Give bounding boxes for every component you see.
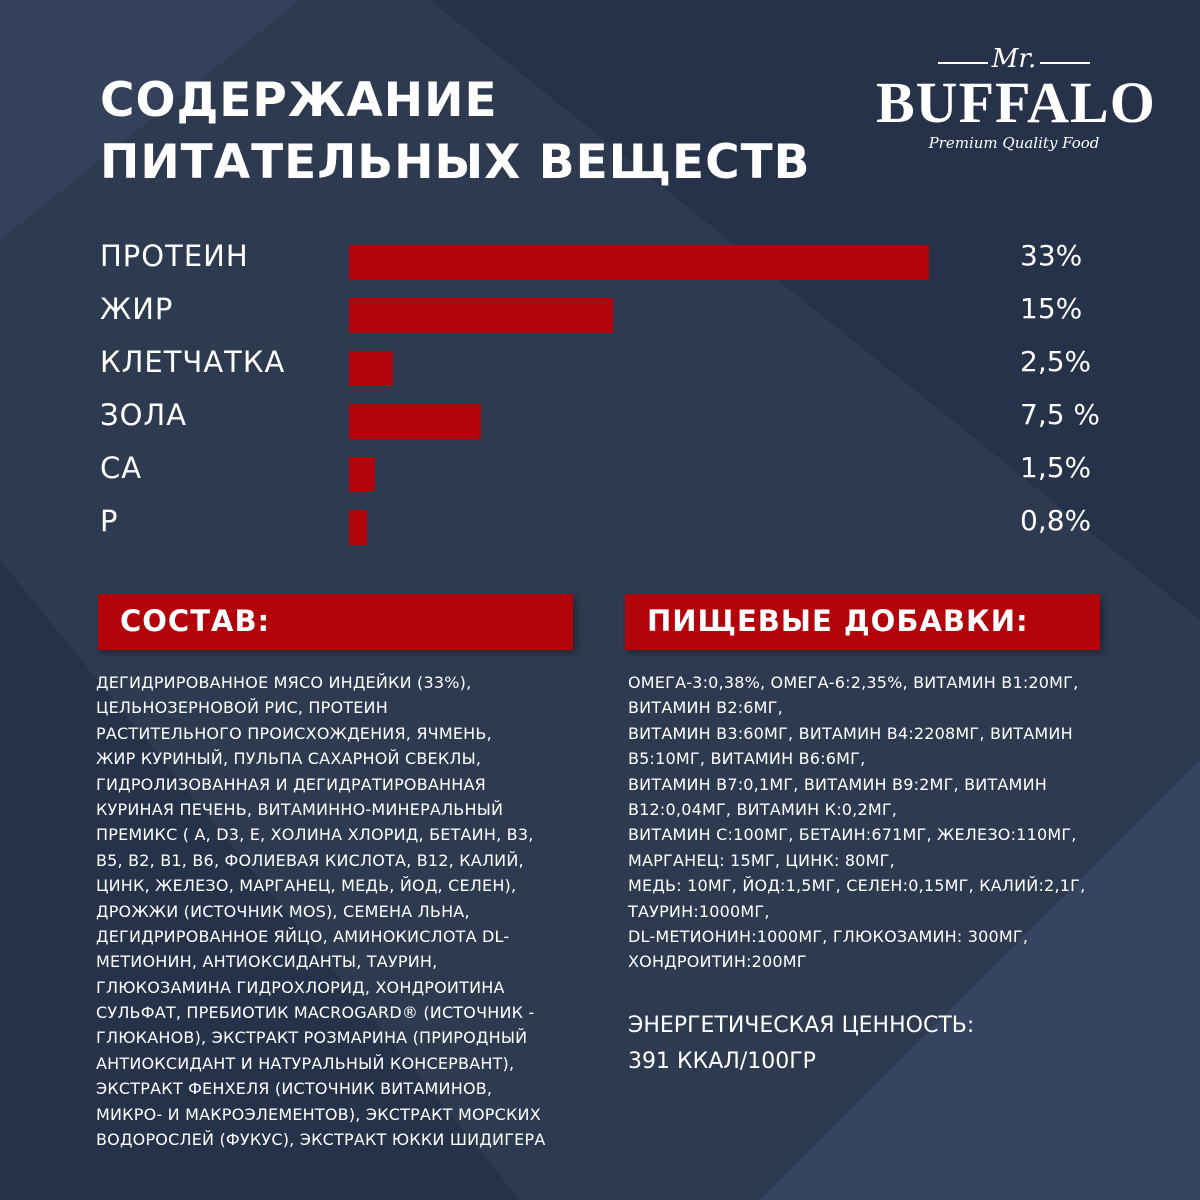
additives-line: B12:0,04МГ, ВИТАМИН К:0,2МГ,: [628, 799, 898, 819]
composition-line: ГЛЮКОЗАМИНА ГИДРОХЛОРИД, ХОНДРОИТИНА: [96, 977, 505, 997]
nutrient-bar: [349, 510, 367, 545]
additives-line: ВИТАМИН С:100МГ, БЕТАИН:671МГ, ЖЕЛЕЗО:11…: [628, 825, 1077, 845]
nutrient-row: ЗОЛА 7,5 %: [0, 392, 1200, 445]
nutrient-row: ПРОТЕИН 33%: [0, 233, 1200, 286]
nutrient-label: ПРОТЕИН: [100, 239, 249, 273]
nutrient-value: 2,5%: [1020, 345, 1092, 378]
nutrient-bar: [349, 351, 393, 386]
composition-line: В5, В2, В1, В6, ФОЛИЕВАЯ КИСЛОТА, В12, К…: [96, 850, 524, 870]
brand-logo: Mr. BUFFALO Premium Quality Food: [876, 44, 1156, 159]
additives-text: ОМЕГА-3:0,38%, ОМЕГА-6:2,35%, ВИТАМИН B1…: [628, 670, 1148, 975]
composition-line: ЭКСТРАКТ ФЕНХЕЛЯ (ИСТОЧНИК ВИТАМИНОВ,: [96, 1079, 493, 1099]
title-line-2: ПИТАТЕЛЬНЫХ ВЕЩЕСТВ: [100, 135, 811, 190]
logo-rule-left: [938, 62, 988, 64]
page-title: СОДЕРЖАНИЕ ПИТАТЕЛЬНЫХ ВЕЩЕСТВ: [100, 70, 810, 194]
composition-line: ДЕГИДРИРОВАННОЕ ЯЙЦО, АМИНОКИСЛОТА DL-: [96, 926, 510, 946]
composition-header: СОСТАВ:: [98, 594, 573, 650]
composition-header-label: СОСТАВ:: [120, 604, 271, 638]
energy-value-block: ЭНЕРГЕТИЧЕСКАЯ ЦЕННОСТЬ: 391 ККАЛ/100ГР: [628, 1008, 974, 1080]
composition-line: ЖИР КУРИНЫЙ, ПУЛЬПА САХАРНОЙ СВЕКЛЫ,: [96, 749, 482, 769]
logo-script: Mr.: [991, 44, 1037, 74]
composition-line: ЦИНК, ЖЕЛЕЗО, МАРГАНЕЦ, МЕДЬ, ЙОД, СЕЛЕН…: [96, 876, 517, 896]
nutrient-row: ЖИР 15%: [0, 286, 1200, 339]
energy-value: 391 ККАЛ/100ГР: [628, 1049, 816, 1074]
composition-line: МЕТИОНИН, АНТИОКСИДАНТЫ, ТАУРИН,: [96, 952, 438, 972]
additives-line: B5:10МГ, ВИТАМИН B6:6МГ,: [628, 749, 866, 769]
additives-line: ХОНДРОИТИН:200МГ: [628, 952, 807, 972]
nutrient-label: ЖИР: [100, 292, 174, 326]
composition-line: ГЛЮКАНОВ), ЭКСТРАКТ РОЗМАРИНА (ПРИРОДНЫЙ: [96, 1028, 528, 1048]
composition-line: ГИДРОЛИЗОВАННАЯ И ДЕГИДРАТИРОВАННАЯ: [96, 774, 486, 794]
additives-line: ОМЕГА-3:0,38%, ОМЕГА-6:2,35%, ВИТАМИН B1…: [628, 673, 1079, 692]
nutrient-value: 1,5%: [1020, 451, 1092, 484]
composition-line: РАСТИТЕЛЬНОГО ПРОИСХОЖДЕНИЯ, ЯЧМЕНЬ,: [96, 723, 492, 743]
nutrient-bar: [349, 457, 376, 492]
nutrient-value: 15%: [1020, 292, 1083, 325]
composition-line: АНТИОКСИДАНТ И НАТУРАЛЬНЫЙ КОНСЕРВАНТ),: [96, 1053, 515, 1073]
composition-line: ДРОЖЖИ (ИСТОЧНИК MOS), СЕМЕНА ЛЬНА,: [96, 901, 470, 921]
composition-line: МИКРО- И МАКРОЭЛЕМЕНТОВ), ЭКСТРАКТ МОРСК…: [96, 1104, 541, 1124]
nutrient-bar: [349, 404, 481, 439]
composition-text: ДЕГИДРИРОВАННОЕ МЯСО ИНДЕЙКИ (33%), ЦЕЛЬН…: [96, 670, 596, 1152]
nutrient-label: КЛЕТЧАТКА: [100, 345, 286, 379]
nutrient-value: 0,8%: [1020, 504, 1092, 537]
logo-name: BUFFALO: [876, 70, 1156, 135]
energy-label: ЭНЕРГЕТИЧЕСКАЯ ЦЕННОСТЬ:: [628, 1013, 975, 1038]
additives-line: ВИТАМИН B3:60МГ, ВИТАМИН B4:2208МГ, ВИТА…: [628, 723, 1073, 743]
nutrient-label: ЗОЛА: [100, 398, 188, 432]
additives-header: ПИЩЕВЫЕ ДОБАВКИ:: [625, 594, 1100, 650]
nutrient-row: КЛЕТЧАТКА 2,5%: [0, 339, 1200, 392]
nutrient-label: СА: [100, 451, 143, 485]
nutrient-chart: ПРОТЕИН 33% ЖИР 15% КЛЕТЧАТКА 2,5% ЗОЛА 7,5 % СА…: [0, 233, 1200, 551]
nutrient-row: СА 1,5%: [0, 445, 1200, 498]
additives-line: ВИТАМИН B7:0,1МГ, ВИТАМИН B9:2МГ, ВИТАМИ…: [628, 774, 1047, 794]
nutrient-row: Р 0,8%: [0, 498, 1200, 551]
additives-line: DL-МЕТИОНИН:1000МГ, ГЛЮКОЗАМИН: 300МГ,: [628, 926, 1029, 946]
nutrient-value: 7,5 %: [1020, 398, 1101, 431]
additives-line: МАРГАНЕЦ: 15МГ, ЦИНК: 80МГ,: [628, 850, 895, 870]
title-line-1: СОДЕРЖАНИЕ: [100, 73, 498, 128]
additives-header-label: ПИЩЕВЫЕ ДОБАВКИ:: [647, 604, 1029, 638]
additives-line: МЕДЬ: 10МГ, ЙОД:1,5МГ, СЕЛЕН:0,15МГ, КАЛ…: [628, 876, 1086, 896]
additives-line: ВИТАМИН B2:6МГ,: [628, 698, 783, 718]
composition-line: КУРИНАЯ ПЕЧЕНЬ, ВИТАМИННО-МИНЕРАЛЬНЫЙ: [96, 799, 504, 819]
nutrient-bar: [349, 245, 929, 280]
composition-line: ВОДОРОСЛЕЙ (ФУКУС), ЭКСТРАКТ ЮККИ ШИДИГЕ…: [96, 1130, 546, 1150]
composition-line: СУЛЬФАТ, ПРЕБИОТИК MACROGARD® (ИСТОЧНИК …: [96, 1003, 535, 1023]
logo-rule-right: [1040, 62, 1090, 64]
nutrient-value: 33%: [1020, 239, 1083, 272]
additives-line: ТАУРИН:1000МГ,: [628, 901, 770, 921]
composition-line: ДЕГИДРИРОВАННОЕ МЯСО ИНДЕЙКИ (33%),: [96, 673, 472, 692]
composition-line: ПРЕМИКС ( А, D3, Е, ХОЛИНА ХЛОРИД, БЕТАИ…: [96, 825, 534, 845]
composition-line: ЦЕЛЬНОЗЕРНОВОЙ РИС, ПРОТЕИН: [96, 698, 388, 718]
logo-tagline: Premium Quality Food: [928, 134, 1100, 152]
nutrient-bar: [349, 298, 613, 333]
nutrient-label: Р: [100, 504, 119, 538]
